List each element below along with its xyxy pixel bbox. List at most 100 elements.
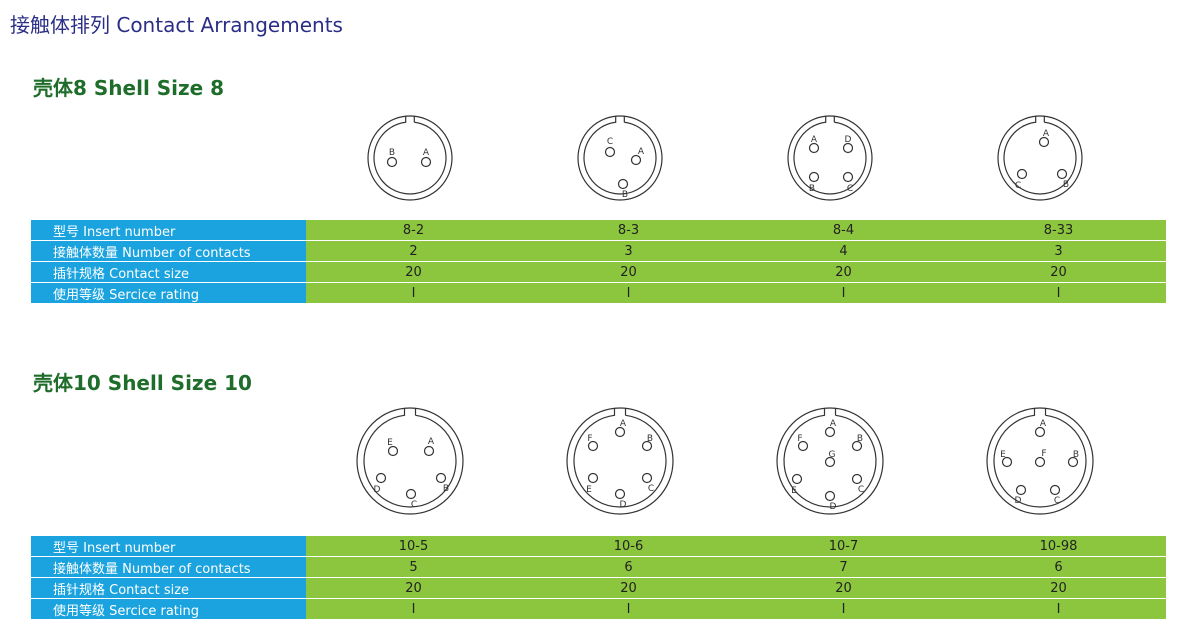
pin-label-c: C <box>648 484 654 494</box>
contact-pin-d <box>614 488 626 500</box>
connector-diagrams-shell-10: E A D B C A F B E C D A F B G E C D A E F B D C <box>0 402 1181 515</box>
shell-outer-ring <box>776 407 884 515</box>
insert-number-cell: 8-33 <box>951 220 1166 240</box>
contact-pin-a <box>630 154 642 166</box>
connector-face-drawing: A F B G E C D <box>776 407 884 515</box>
contact-pin-c <box>641 472 653 484</box>
contact-pin-e <box>387 445 399 457</box>
contact-pin-b <box>386 156 398 168</box>
connector-face-drawing: A E F B D C <box>986 407 1094 515</box>
contacts-cell: 5 <box>306 557 521 577</box>
section-title-shell-8: 壳体8 Shell Size 8 <box>33 76 225 100</box>
pin-label-c: C <box>411 500 417 510</box>
row-label-number-of-contacts: 接触体数量 Number of contacts <box>31 557 306 577</box>
row-label-service-rating: 使用等级 Sercice rating <box>31 599 306 619</box>
pin-label-f: F <box>587 434 592 444</box>
row-label-service-rating: 使用等级 Sercice rating <box>31 283 306 303</box>
shell-outer-ring <box>997 115 1083 201</box>
contact-size-cell: 20 <box>736 578 951 598</box>
connector-face-drawing: A C B <box>997 115 1083 201</box>
pin-label-a: A <box>638 147 645 157</box>
shell-inner-ring-keyway <box>583 116 657 195</box>
contact-pin-b <box>641 440 653 452</box>
pin-label-e: E <box>791 486 797 496</box>
service-rating-cell: I <box>951 599 1166 619</box>
insert-number-cell: 10-98 <box>951 536 1166 556</box>
contact-pin-g <box>824 456 836 468</box>
pin-label-c: C <box>607 137 613 147</box>
contacts-cell: 4 <box>736 241 951 261</box>
insert-number-cell: 8-4 <box>736 220 951 240</box>
table-row-insert-number: 型号 Insert number 8-2 8-3 8-4 8-33 <box>31 220 1166 240</box>
pin-label-g: G <box>829 450 836 460</box>
shell-outer-ring <box>787 115 873 201</box>
spec-table-shell-10: 型号 Insert number 10-5 10-6 10-7 10-98 接触… <box>31 535 1166 620</box>
pin-label-d: D <box>845 135 852 145</box>
pin-label-b: B <box>443 484 449 494</box>
insert-number-cell: 8-2 <box>306 220 521 240</box>
contact-pin-c <box>842 171 854 183</box>
service-rating-cell: I <box>521 599 736 619</box>
pin-label-d: D <box>620 500 627 510</box>
table-row-insert-number: 型号 Insert number 10-5 10-6 10-7 10-98 <box>31 536 1166 556</box>
pin-label-c: C <box>1015 181 1021 191</box>
pin-label-a: A <box>428 437 435 447</box>
connector-diagram-8-4: A D B C <box>786 114 874 202</box>
contact-pin-d <box>842 142 854 154</box>
pin-label-b: B <box>1063 180 1069 190</box>
contact-size-cell: 20 <box>951 262 1166 282</box>
row-label-contact-size: 插针规格 Contact size <box>31 262 306 282</box>
service-rating-cell: I <box>736 599 951 619</box>
pin-label-b: B <box>622 190 628 200</box>
shell-outer-ring <box>356 407 464 515</box>
connector-diagram-10-98: A E F B D C <box>985 406 1095 516</box>
service-rating-cell: I <box>306 283 521 303</box>
service-rating-cell: I <box>951 283 1166 303</box>
contact-pin-b <box>1067 456 1079 468</box>
connector-diagram-8-33: A C B <box>996 114 1084 202</box>
contact-pin-a <box>420 156 432 168</box>
contact-size-cell: 20 <box>736 262 951 282</box>
contact-size-cell: 20 <box>306 262 521 282</box>
row-label-insert-number: 型号 Insert number <box>31 220 306 240</box>
table-row-service-rating: 使用等级 Sercice rating I I I I <box>31 599 1166 619</box>
insert-number-cell: 10-6 <box>521 536 736 556</box>
shell-outer-ring <box>986 407 1094 515</box>
pin-label-b: B <box>809 184 815 194</box>
service-rating-cell: I <box>736 283 951 303</box>
shell-inner-ring-keyway <box>363 408 457 508</box>
contact-size-cell: 20 <box>951 578 1166 598</box>
contact-pin-d <box>824 490 836 502</box>
row-label-number-of-contacts: 接触体数量 Number of contacts <box>31 241 306 261</box>
pin-label-a: A <box>811 135 818 145</box>
table-row-service-rating: 使用等级 Sercice rating I I I I <box>31 283 1166 303</box>
contact-pin-f <box>587 440 599 452</box>
contact-pin-e <box>791 473 803 485</box>
table-row-contact-size: 插针规格 Contact size 20 20 20 20 <box>31 262 1166 282</box>
contact-size-cell: 20 <box>521 578 736 598</box>
contact-pin-c <box>405 488 417 500</box>
table-row-contact-size: 插针规格 Contact size 20 20 20 20 <box>31 578 1166 598</box>
shell-outer-ring <box>367 115 453 201</box>
insert-number-cell: 8-3 <box>521 220 736 240</box>
contact-pin-b <box>617 178 629 190</box>
pin-label-e: E <box>1000 450 1006 460</box>
contact-pin-f <box>1034 456 1046 468</box>
contact-pin-a <box>1038 136 1050 148</box>
shell-inner-ring-keyway <box>993 408 1087 508</box>
connector-diagram-8-3: C A B <box>576 114 664 202</box>
shell-outer-ring <box>577 115 663 201</box>
connector-diagram-10-7: A F B G E C D <box>775 406 885 516</box>
table-row-number-of-contacts: 接触体数量 Number of contacts 5 6 7 6 <box>31 557 1166 577</box>
shell-inner-ring-keyway <box>783 408 877 508</box>
contact-size-cell: 20 <box>306 578 521 598</box>
pin-label-c: C <box>1054 496 1060 506</box>
pin-label-a: A <box>830 419 837 429</box>
shell-outer-ring <box>566 407 674 515</box>
connector-face-drawing: A F B E C D <box>566 407 674 515</box>
contact-size-cell: 20 <box>521 262 736 282</box>
connector-face-drawing: C A B <box>577 115 663 201</box>
